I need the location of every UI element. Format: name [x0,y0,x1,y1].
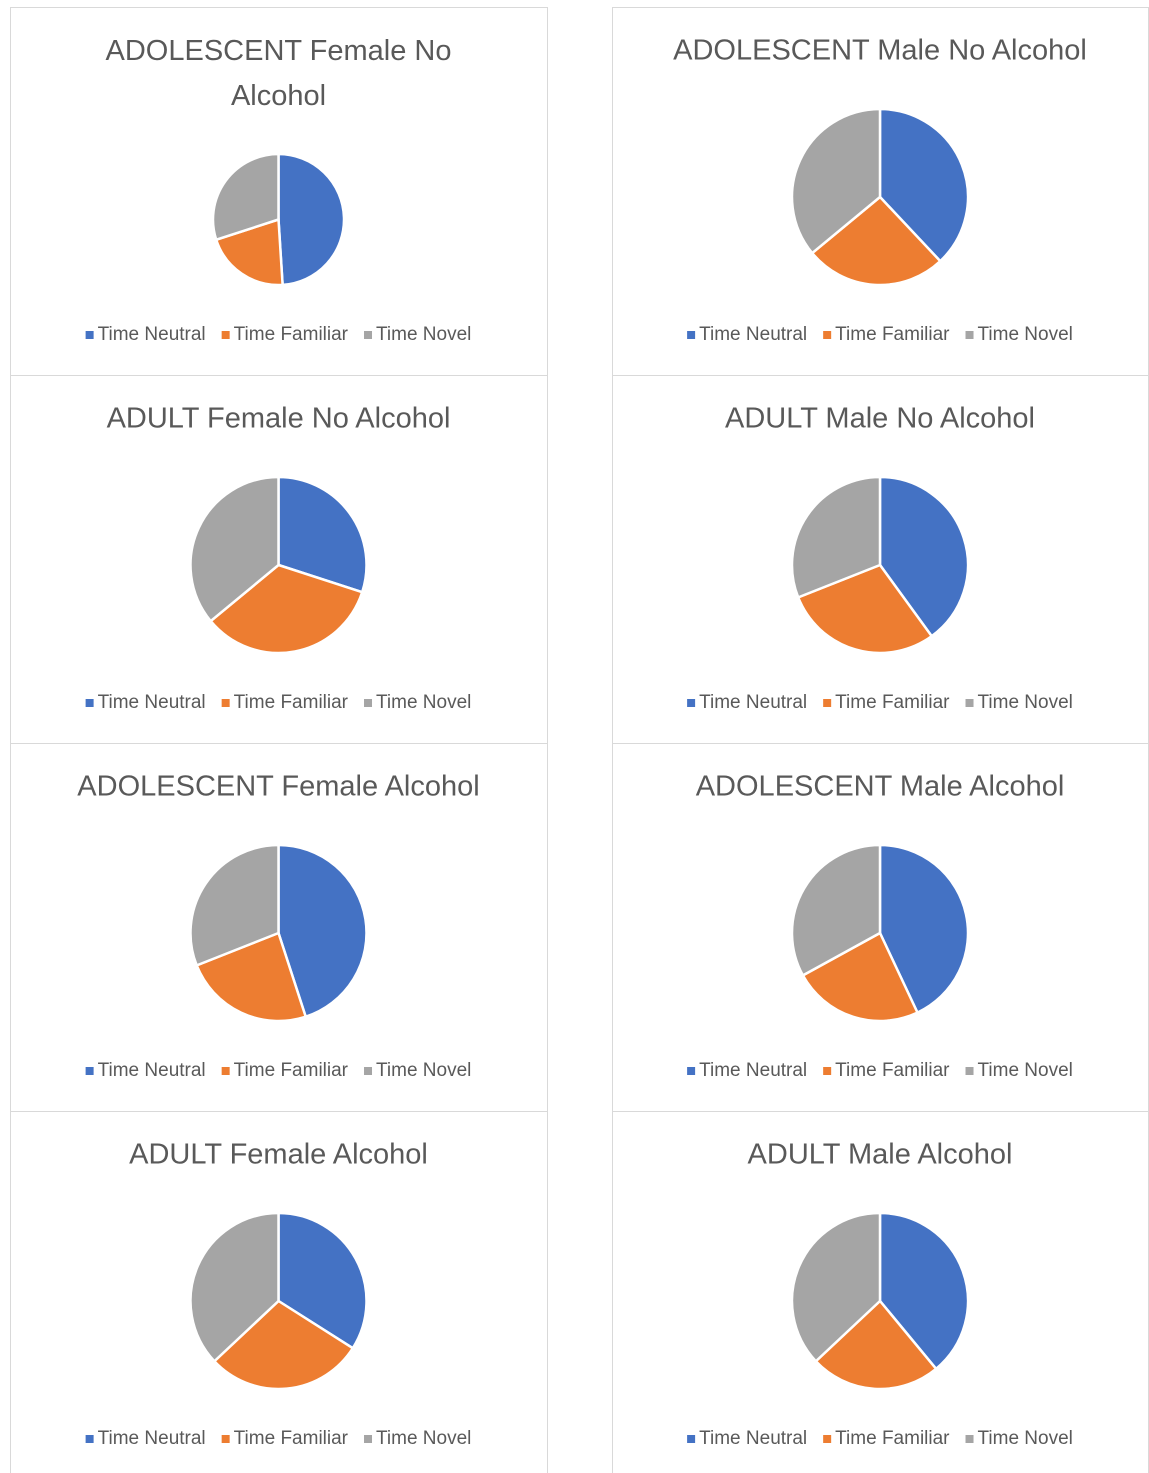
legend-swatch [687,1067,696,1075]
legend-label: Time Neutral [699,1060,807,1081]
pie-slice [189,475,280,623]
legend-swatch [965,699,974,707]
pie-slice [790,475,882,600]
legend-swatch [85,331,94,339]
pie-slice [277,843,368,1019]
legend: Time Neutral Time Familiar Time Novel [687,1428,1073,1449]
legend-swatch [221,331,230,339]
legend-swatch [687,331,696,339]
legend: Time Neutral Time Familiar Time Novel [687,324,1073,345]
pie-slice [878,1211,970,1371]
pie-slice [814,1299,938,1391]
legend-swatch [221,699,230,707]
legend-label: Time Familiar [835,692,950,713]
chart-title: ADOLESCENT Female No Alcohol [106,35,452,112]
legend: Time Neutral Time Familiar Time Novel [85,1060,471,1081]
legend-swatch [823,699,832,707]
legend-label: Time Familiar [234,1428,349,1449]
pie-slice [796,563,934,655]
pie-slice [211,152,280,242]
legend-swatch [221,1435,230,1443]
legend-label: Time Neutral [699,324,807,345]
chart-title: ADOLESCENT Female Alcohol [77,771,479,803]
legend-label: Time Familiar [234,1060,349,1081]
legend-swatch [965,1435,974,1443]
legend: Time Neutral Time Familiar Time Novel [85,692,471,713]
legend-label: Time Familiar [234,692,349,713]
legend-label: Time Novel [376,692,471,713]
legend-label: Time Familiar [835,324,950,345]
legend-label: Time Familiar [234,324,349,345]
chart-title: ADOLESCENT Male Alcohol [696,771,1065,803]
legend-label: Time Novel [376,1428,471,1449]
legend: Time Neutral Time Familiar Time Novel [687,692,1073,713]
chart-title: ADOLESCENT Male No Alcohol [673,35,1087,67]
legend-label: Time Novel [978,692,1073,713]
title-line: Alcohol [231,80,326,112]
title-line: ADOLESCENT Female No [106,35,452,67]
legend-swatch [965,331,974,339]
legend-label: Time Novel [376,1060,471,1081]
chart-title: ADULT Male No Alcohol [725,403,1035,435]
pie-slice [212,1299,355,1391]
legend: Time Neutral Time Familiar Time Novel [687,1060,1073,1081]
legend-swatch [85,1067,94,1075]
pie-slice [790,843,882,978]
pie-slice [810,195,943,287]
legend-label: Time Novel [978,1428,1073,1449]
pie-slice [208,563,364,655]
legend-swatch [364,1067,373,1075]
legend-swatch [85,699,94,707]
legend-label: Time Neutral [98,692,206,713]
pie-slice [277,475,368,594]
pie-slice [790,107,882,255]
legend-swatch [687,1435,696,1443]
legend-label: Time Novel [978,1060,1073,1081]
legend-label: Time Novel [978,324,1073,345]
legend-swatch [85,1435,94,1443]
pie-slice [878,475,970,638]
pie-slice [214,217,284,287]
legend-label: Time Neutral [699,692,807,713]
legend-swatch [364,1435,373,1443]
chart-title: ADULT Female Alcohol [129,1139,428,1171]
legend-label: Time Neutral [98,1060,206,1081]
chart-title: ADULT Male Alcohol [748,1139,1013,1171]
legend-swatch [364,331,373,339]
legend-label: Time Neutral [98,324,206,345]
pie-slice [790,1211,882,1364]
legend-label: Time Familiar [835,1428,950,1449]
legend-swatch [364,699,373,707]
pie-slice [878,107,970,263]
legend-swatch [687,699,696,707]
legend-label: Time Novel [376,324,471,345]
legend-label: Time Familiar [835,1060,950,1081]
legend-swatch [221,1067,230,1075]
legend: Time Neutral Time Familiar Time Novel [85,1428,471,1449]
pie-slice [878,843,970,1015]
legend-label: Time Neutral [98,1428,206,1449]
legend-swatch [965,1067,974,1075]
legend-swatch [823,1067,832,1075]
legend-swatch [823,1435,832,1443]
pie-slice [189,843,280,968]
legend-label: Time Neutral [699,1428,807,1449]
legend: Time Neutral Time Familiar Time Novel [85,324,471,345]
legend-swatch [823,331,832,339]
pie-slice [277,152,346,287]
pie-slice [801,931,920,1023]
pie-slice [189,1211,280,1364]
chart-title: ADULT Female No Alcohol [107,403,451,435]
